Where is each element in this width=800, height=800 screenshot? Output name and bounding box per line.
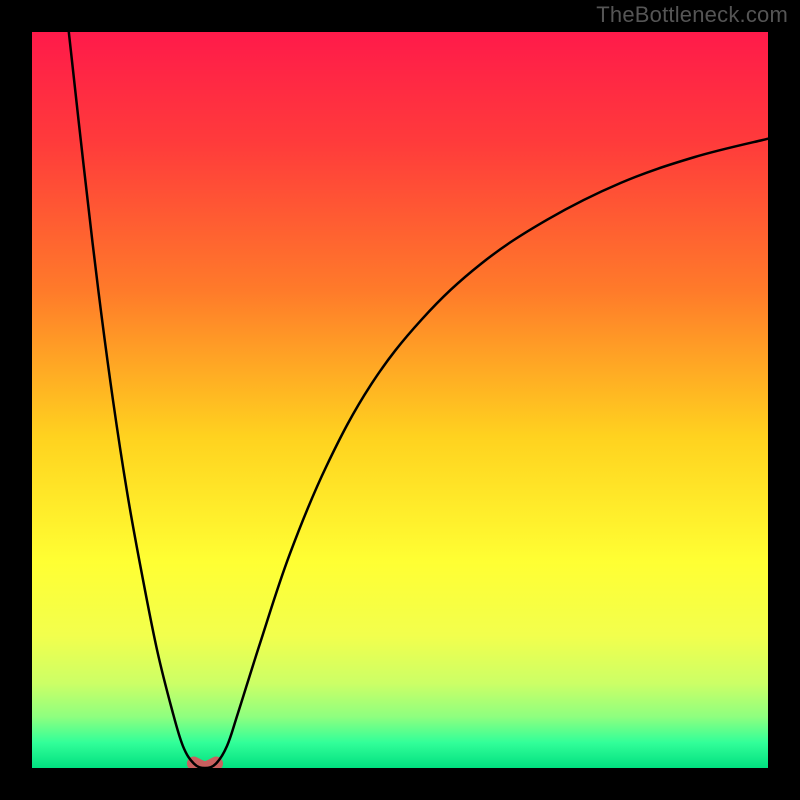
plot-background-gradient [32,32,768,768]
chart-svg [0,0,800,800]
plot-area [32,32,768,768]
stage: TheBottleneck.com [0,0,800,800]
